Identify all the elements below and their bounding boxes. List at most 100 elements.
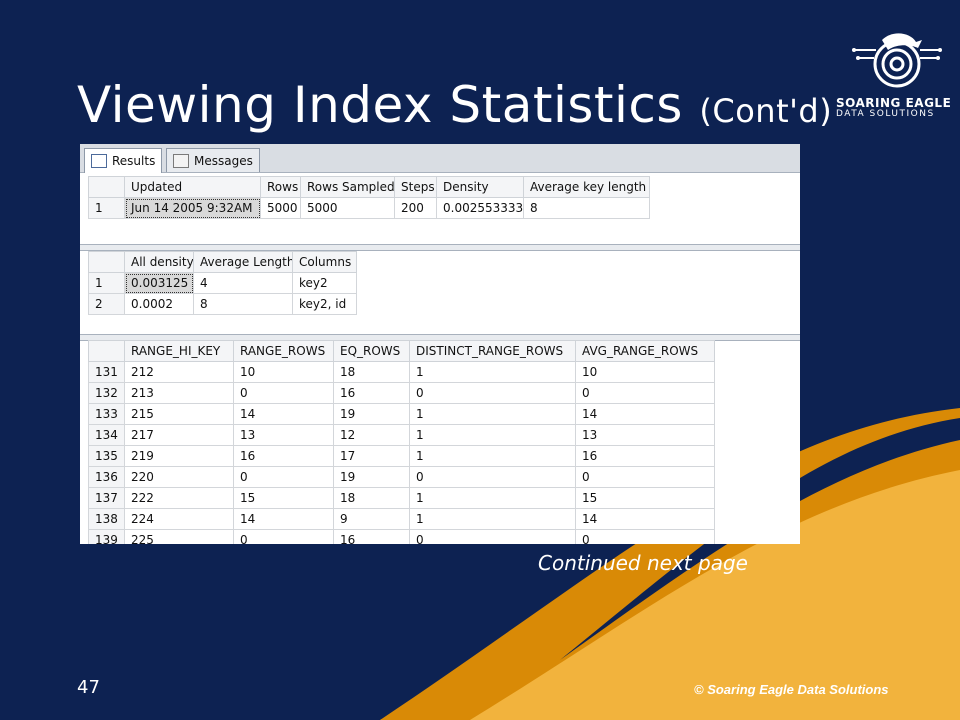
table-cell[interactable]: 0 — [409, 382, 576, 404]
table-cell[interactable]: 9 — [333, 508, 410, 530]
table-cell[interactable]: 1 — [409, 361, 576, 383]
table-cell[interactable]: 5000 — [300, 197, 395, 219]
table-cell[interactable]: 0 — [575, 382, 715, 404]
column-header[interactable]: RANGE_ROWS — [233, 340, 334, 362]
column-header[interactable]: Average key length — [523, 176, 650, 198]
row-number[interactable]: 137 — [88, 487, 125, 509]
table-cell[interactable]: 1 — [409, 487, 576, 509]
row-number[interactable]: 1 — [88, 272, 125, 294]
column-header[interactable]: Updated — [124, 176, 261, 198]
table-cell[interactable]: 215 — [124, 403, 234, 425]
density-grid: All density Average Length Columns 1 0.0… — [88, 251, 357, 315]
row-number[interactable]: 1 — [88, 197, 125, 219]
table-cell[interactable]: 16 — [233, 445, 334, 467]
table-cell[interactable]: 13 — [233, 424, 334, 446]
column-header[interactable] — [88, 251, 125, 273]
table-cell[interactable]: 213 — [124, 382, 234, 404]
table-cell[interactable]: 1 — [409, 403, 576, 425]
table-cell[interactable]: 12 — [333, 424, 410, 446]
column-header[interactable] — [88, 176, 125, 198]
table-row[interactable]: 136 220 0 19 0 0 — [88, 466, 715, 488]
table-cell[interactable]: 219 — [124, 445, 234, 467]
column-header[interactable]: Columns — [292, 251, 357, 273]
row-number[interactable]: 2 — [88, 293, 125, 315]
table-cell[interactable]: 14 — [575, 508, 715, 530]
table-cell[interactable]: 10 — [575, 361, 715, 383]
table-cell[interactable]: 212 — [124, 361, 234, 383]
table-cell[interactable]: 1 — [409, 508, 576, 530]
tab-results[interactable]: Results — [84, 148, 163, 173]
table-cell[interactable]: 220 — [124, 466, 234, 488]
row-number[interactable]: 132 — [88, 382, 125, 404]
table-cell[interactable]: 16 — [333, 529, 410, 544]
table-cell[interactable]: 17 — [333, 445, 410, 467]
column-header[interactable]: Average Length — [193, 251, 293, 273]
column-header[interactable]: Rows — [260, 176, 301, 198]
table-cell[interactable]: 19 — [333, 466, 410, 488]
table-cell[interactable]: 0.003125 — [124, 272, 194, 294]
table-cell[interactable]: 0 — [233, 466, 334, 488]
table-cell[interactable]: 0.002553333 — [436, 197, 524, 219]
row-number[interactable]: 131 — [88, 361, 125, 383]
column-header[interactable]: DISTINCT_RANGE_ROWS — [409, 340, 576, 362]
table-row[interactable]: 132 213 0 16 0 0 — [88, 382, 715, 404]
table-cell[interactable]: 224 — [124, 508, 234, 530]
table-cell[interactable]: 0 — [233, 382, 334, 404]
table-cell[interactable]: key2 — [292, 272, 357, 294]
column-header[interactable] — [88, 340, 125, 362]
row-number[interactable]: 138 — [88, 508, 125, 530]
table-cell[interactable]: 4 — [193, 272, 293, 294]
table-cell[interactable]: 8 — [523, 197, 650, 219]
table-cell[interactable]: 217 — [124, 424, 234, 446]
table-row[interactable]: 137 222 15 18 1 15 — [88, 487, 715, 509]
table-cell[interactable]: 1 — [409, 424, 576, 446]
row-number[interactable]: 135 — [88, 445, 125, 467]
column-header[interactable]: All density — [124, 251, 194, 273]
table-cell[interactable]: 225 — [124, 529, 234, 544]
table-cell[interactable]: 16 — [575, 445, 715, 467]
tab-messages[interactable]: Messages — [166, 148, 260, 172]
histogram-rows: 131 212 10 18 1 10 132 213 0 16 0 0 133 215 14 19 1 14 134… — [88, 361, 715, 544]
table-row[interactable]: 134 217 13 12 1 13 — [88, 424, 715, 446]
table-cell[interactable]: 0 — [575, 466, 715, 488]
table-cell[interactable]: 14 — [575, 403, 715, 425]
table-cell[interactable]: 14 — [233, 508, 334, 530]
column-header[interactable]: Steps — [394, 176, 437, 198]
table-cell[interactable]: 0 — [575, 529, 715, 544]
column-header[interactable]: RANGE_HI_KEY — [124, 340, 234, 362]
table-cell[interactable]: 15 — [233, 487, 334, 509]
row-number[interactable]: 133 — [88, 403, 125, 425]
table-cell[interactable]: Jun 14 2005 9:32AM — [124, 197, 261, 219]
table-cell[interactable]: 0 — [409, 529, 576, 544]
row-number[interactable]: 136 — [88, 466, 125, 488]
table-row[interactable]: 135 219 16 17 1 16 — [88, 445, 715, 467]
table-cell[interactable]: 5000 — [260, 197, 301, 219]
table-cell[interactable]: 13 — [575, 424, 715, 446]
table-cell[interactable]: 8 — [193, 293, 293, 315]
table-cell[interactable]: 10 — [233, 361, 334, 383]
column-header[interactable]: Density — [436, 176, 524, 198]
table-cell[interactable]: key2, id — [292, 293, 357, 315]
table-cell[interactable]: 0 — [233, 529, 334, 544]
table-row[interactable]: 131 212 10 18 1 10 — [88, 361, 715, 383]
table-cell[interactable]: 14 — [233, 403, 334, 425]
table-row[interactable]: 133 215 14 19 1 14 — [88, 403, 715, 425]
table-cell[interactable]: 0 — [409, 466, 576, 488]
grid-divider[interactable] — [80, 244, 800, 251]
table-cell[interactable]: 15 — [575, 487, 715, 509]
table-cell[interactable]: 1 — [409, 445, 576, 467]
table-cell[interactable]: 18 — [333, 361, 410, 383]
table-cell[interactable]: 18 — [333, 487, 410, 509]
table-row[interactable]: 139 225 0 16 0 0 — [88, 529, 715, 544]
table-row[interactable]: 138 224 14 9 1 14 — [88, 508, 715, 530]
table-cell[interactable]: 200 — [394, 197, 437, 219]
row-number[interactable]: 139 — [88, 529, 125, 544]
table-cell[interactable]: 19 — [333, 403, 410, 425]
row-number[interactable]: 134 — [88, 424, 125, 446]
table-cell[interactable]: 0.0002 — [124, 293, 194, 315]
column-header[interactable]: Rows Sampled — [300, 176, 395, 198]
column-header[interactable]: EQ_ROWS — [333, 340, 410, 362]
table-cell[interactable]: 222 — [124, 487, 234, 509]
column-header[interactable]: AVG_RANGE_ROWS — [575, 340, 715, 362]
table-cell[interactable]: 16 — [333, 382, 410, 404]
